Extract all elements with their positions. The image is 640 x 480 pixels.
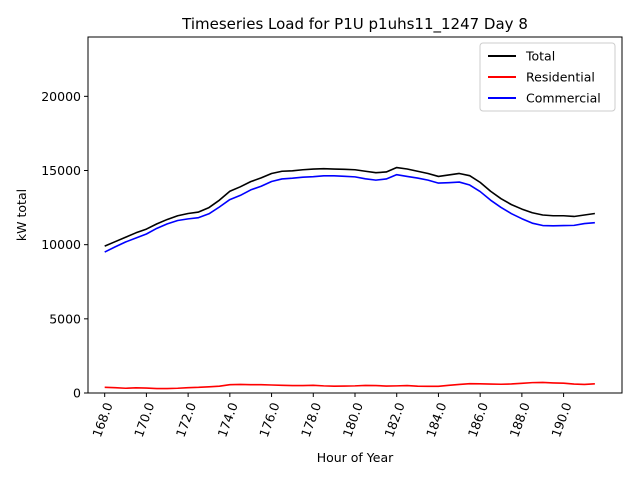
y-tick-label: 0 [73, 386, 81, 401]
y-axis-label: kW total [14, 189, 29, 241]
y-tick-label: 10000 [41, 237, 81, 252]
series-line-commercial [104, 173, 595, 253]
series-line-total [104, 166, 595, 247]
chart-title: Timeseries Load for P1U p1uhs11_1247 Day… [181, 15, 528, 34]
legend-label-residential: Residential [526, 70, 595, 85]
legend-box [479, 42, 616, 112]
y-tick-label: 20000 [41, 89, 81, 104]
x-axis-label: Hour of Year [317, 450, 394, 465]
y-tick-label: 15000 [41, 163, 81, 178]
legend-label-total: Total [525, 49, 555, 64]
y-tick-label: 5000 [49, 311, 81, 326]
series-line-residential [104, 381, 595, 390]
plot-layer [104, 166, 595, 390]
legend-label-commercial: Commercial [526, 91, 601, 106]
legend: Total Residential Commercial [479, 42, 616, 112]
